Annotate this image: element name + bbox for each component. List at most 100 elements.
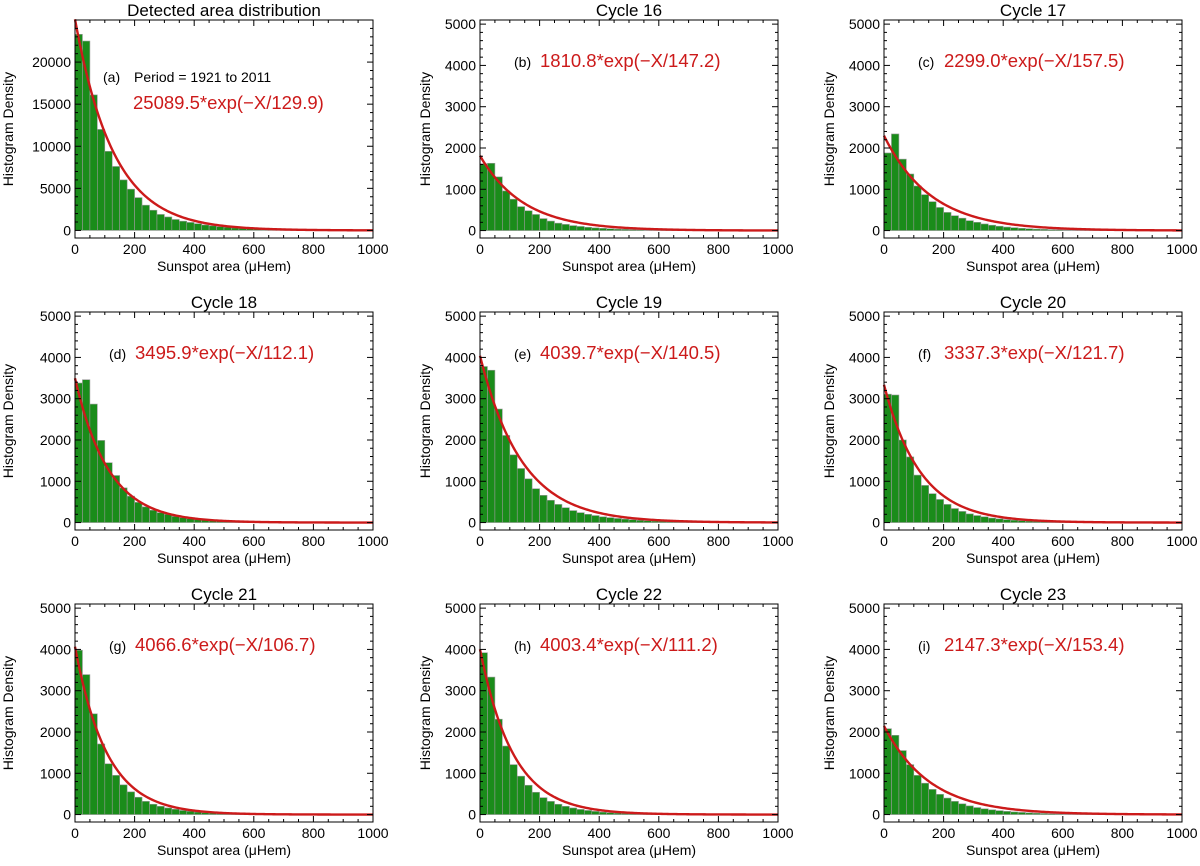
panel-e-x-tick-label: 400 [588,533,612,549]
panel-f-x-tick-label: 800 [1111,533,1135,549]
panel-g-label: (g) [109,638,126,654]
panel-c-bar [987,224,997,231]
panel-a-bar [89,94,98,231]
panel-h-fit-label: 4003.4*exp(−X/111.2) [540,634,718,655]
panel-a-bar [193,223,202,231]
panel-i-bar [943,797,952,815]
panel-h-x-tick-label: 400 [588,825,612,841]
panel-b-x-tick-label: 0 [476,241,484,257]
panel-i-fit-label: 2147.3*exp(−X/153.4) [944,634,1125,655]
panel-a-y-tick-label: 20000 [32,54,71,70]
panel-g-x-axis-label: Sunspot area (μHem) [157,842,291,858]
panel-b-bar [583,226,593,231]
panel-d-x-axis-label: Sunspot area (μHem) [157,550,291,566]
panel-e-title: Cycle 19 [596,293,662,312]
panel-f-x-tick-label: 200 [932,533,956,549]
panel-f-x-tick-label: 1000 [1166,533,1197,549]
panel-b-bar [531,214,540,231]
panel-e-bar [628,519,637,523]
panel-e-y-axis-label: Histogram Density [417,364,433,478]
panel-d-y-tick-label: 3000 [40,391,71,407]
panel-b-bar [621,229,630,231]
panel-e-bar [598,516,607,523]
panel-i-y-tick-label: 2000 [849,724,880,740]
panel-c-y-axis-label: Histogram Density [821,72,837,186]
panel-c-x-tick-label: 1000 [1166,241,1197,257]
panel-c-fit-label: 2299.0*exp(−X/157.5) [944,50,1125,71]
panel-a-y-axis-label: Histogram Density [0,72,16,186]
panel-i-bar [1032,812,1041,815]
panel-b-y-axis-label: Histogram Density [417,72,433,186]
panel-b-fit-label: 1810.8*exp(−X/147.2) [540,50,721,71]
panel-f-bar [995,518,1004,523]
panel-a-title: Detected area distribution [127,1,321,20]
panel-g-bar [149,803,158,815]
panel-h-bar [606,812,615,815]
panel-b-x-tick-label: 800 [707,241,731,257]
panel-g-y-tick-label: 1000 [40,765,71,781]
panel-i-title: Cycle 23 [1000,585,1066,604]
panel-g-bar [104,763,113,815]
panel-g-bar [126,791,135,815]
panel-i-bar [920,782,929,815]
panel-b-bar [539,218,548,231]
panel-i-bar [965,805,974,815]
panel-e-bar [561,507,570,523]
panel-a-y-tick-label: 0 [63,222,71,238]
panel-h-x-tick-label: 1000 [762,825,793,841]
panel-c-bar [1025,228,1034,231]
panel-f-bar [950,508,959,523]
panel-d-y-tick-label: 4000 [40,349,71,365]
panel-e-bar [516,468,525,523]
panel-e-bar [621,518,630,523]
panel-a-bar [156,214,165,231]
panel-c-bar [1062,229,1071,231]
panel-i-bar [883,728,892,815]
panel-d-y-axis-label: Histogram Density [0,364,16,478]
panel-f-fit-curve [882,384,1182,524]
panel-c-y-tick-label: 3000 [849,99,880,115]
panel-g-y-tick-label: 4000 [40,641,71,657]
panel-c-bar [995,225,1004,231]
panel-e-bar [546,499,555,523]
panel-e-bar [606,517,615,523]
panel-a-bar [126,188,135,231]
panel-f-label: (f) [918,346,931,362]
panel-e-x-tick-label: 0 [476,533,484,549]
panel-d-label: (d) [109,346,126,362]
panel-d-x-tick-label: 400 [183,533,207,549]
panel-c-x-tick-label: 600 [1051,241,1075,257]
panel-c-x-tick-label: 800 [1111,241,1135,257]
panel-c-bar [1055,229,1064,231]
panel-i-y-tick-label: 0 [872,807,880,823]
panel-i-bar [958,803,967,815]
panel-h-y-tick-label: 1000 [445,765,476,781]
panel-c-bar [958,217,967,231]
panel-f-bar [1002,519,1011,523]
panel-d-y-tick-label: 5000 [40,308,71,324]
panel-b-y-tick-label: 5000 [445,16,476,32]
panel-h-title: Cycle 22 [596,585,662,604]
panel-b-bar [509,198,518,231]
panel-b-y-tick-label: 4000 [445,57,476,73]
panel-h-label: (h) [514,638,531,654]
panel-d-fit-label: 3495.9*exp(−X/112.1) [135,342,314,363]
panel-d-x-tick-label: 800 [302,533,326,549]
panel-h-bar [546,801,555,815]
panel-f-bar [943,504,952,523]
panel-b-title: Cycle 16 [596,1,662,20]
panel-f-x-axis-label: Sunspot area (μHem) [966,550,1100,566]
panel-b-x-axis-label: Sunspot area (μHem) [562,258,696,274]
panel-f-y-tick-label: 0 [872,515,880,531]
panel-f-bar [906,456,915,523]
panel-h-bar [554,803,563,815]
panel-f-x-tick-label: 600 [1051,533,1075,549]
panel-e-y-tick-label: 1000 [445,473,476,489]
panel-i-bar [987,809,997,815]
panel-h-bar [494,718,503,815]
panel-a-bar [171,219,180,231]
panel-c-bar [906,173,915,231]
panel-b-bar [628,229,637,231]
panel-c-title: Cycle 17 [1000,1,1066,20]
panel-e-bar [583,514,593,523]
